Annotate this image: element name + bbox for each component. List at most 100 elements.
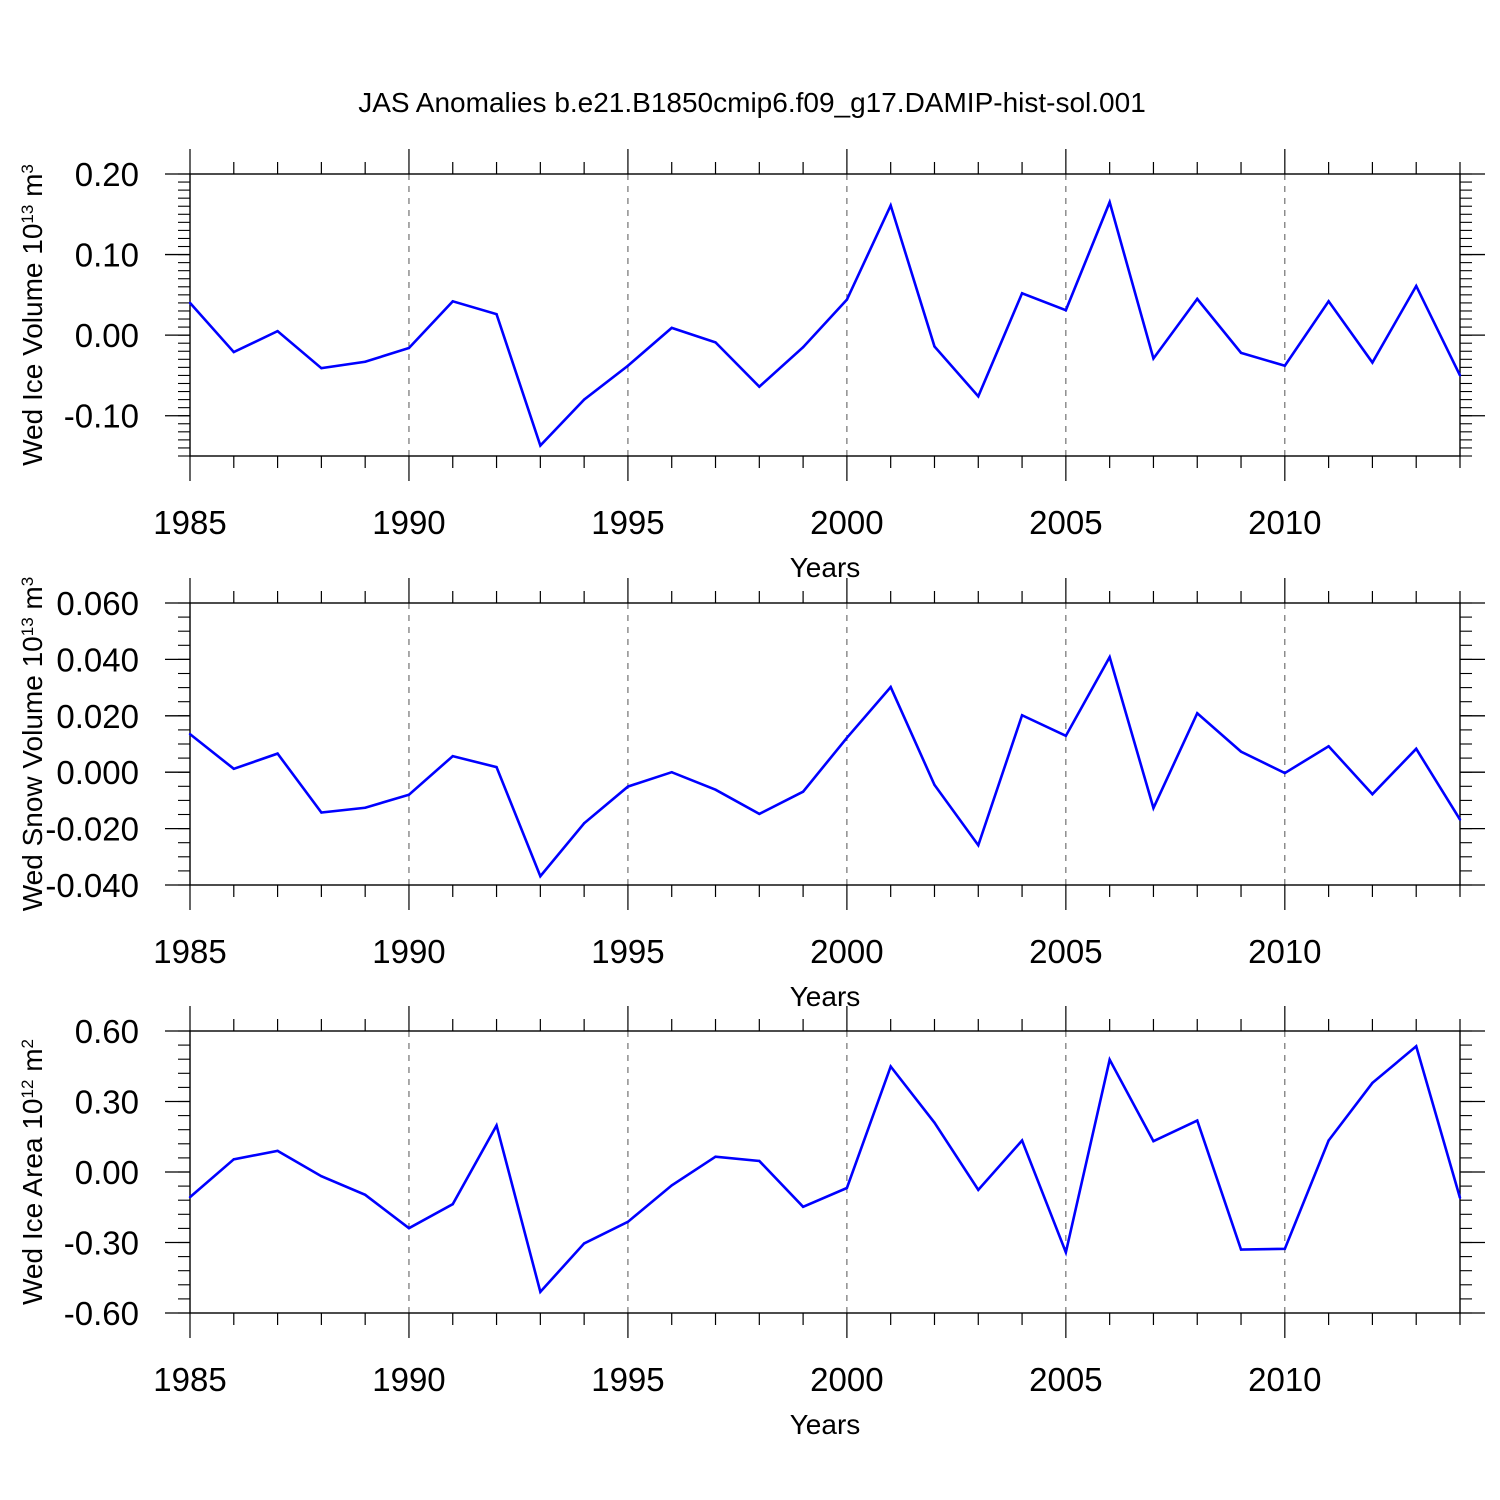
data-point [933, 345, 936, 348]
data-point [451, 300, 454, 303]
data-point [363, 360, 367, 363]
y-label-superscript: 13 [18, 617, 37, 636]
data-point [1196, 712, 1199, 715]
data-point [1020, 1139, 1024, 1142]
y-tick-label: 0.30 [75, 1084, 139, 1121]
data-point [320, 811, 323, 814]
data-point [1371, 361, 1374, 364]
data-point [495, 1124, 498, 1127]
data-point [801, 790, 805, 793]
panel-2: 0.060 0.040 0.020 0.000 -0.020 -0.040 1985 1990… [17, 577, 1485, 1012]
data-point [451, 1202, 454, 1206]
x-axis-label: Years [790, 552, 861, 583]
y-label-part: m [17, 174, 48, 205]
data-point [495, 312, 498, 316]
data-point [977, 1188, 980, 1192]
x-axis-label: Years [790, 981, 861, 1012]
y-label-part: Wed Snow Volume 10 [17, 636, 48, 911]
data-point [1152, 357, 1155, 360]
x-tick-label: 1990 [372, 1361, 445, 1398]
x-tick-label: 2005 [1029, 1361, 1102, 1398]
data-point [495, 765, 498, 769]
data-point [1239, 750, 1243, 753]
data-point [582, 398, 586, 401]
data-point [276, 752, 279, 755]
data-point [1415, 1045, 1418, 1048]
x-tick-label: 1990 [372, 933, 445, 970]
x-tick-label: 2000 [810, 1361, 883, 1398]
series-line [189, 1044, 1462, 1295]
panel-3: 0.60 0.30 0.00 -0.30 -0.60 1985 1990 1995 2000 20… [17, 1006, 1485, 1440]
x-tick-label: 2010 [1248, 1361, 1321, 1398]
y-label-superscript: 3 [18, 577, 37, 586]
data-point [320, 366, 323, 370]
x-tick-label: 1995 [591, 933, 664, 970]
data-point [1239, 1248, 1243, 1251]
data-point [1458, 1196, 1462, 1200]
y-label-part: m [17, 1048, 48, 1079]
data-point [363, 1193, 367, 1196]
data-point [582, 822, 586, 825]
y-tick-label: 0.00 [75, 317, 139, 354]
data-point [626, 364, 630, 367]
data-point [845, 1186, 849, 1190]
data-point [232, 350, 235, 354]
data-point [758, 385, 761, 388]
data-point [626, 1220, 630, 1224]
data-point [1108, 201, 1111, 204]
data-point [232, 767, 235, 771]
y-tick-label: -0.10 [64, 398, 139, 435]
x-tick-label: 1985 [153, 504, 226, 541]
data-point [539, 1290, 542, 1294]
y-tick-label: 0.020 [56, 698, 139, 735]
data-point [889, 685, 892, 689]
data-point [276, 329, 279, 333]
data-point [1371, 792, 1374, 796]
y-axis-label: Wed Ice Area 1012 m2 [17, 1039, 48, 1305]
y-tick-label: -0.60 [64, 1295, 139, 1332]
data-point [320, 1175, 323, 1178]
y-tick-label: 0.000 [56, 754, 139, 791]
x-tick-label: 2000 [810, 504, 883, 541]
plot-frame [189, 173, 1461, 457]
x-tick-label: 1985 [153, 933, 226, 970]
y-label-part: Wed Ice Area 10 [17, 1099, 48, 1306]
data-point [539, 444, 542, 447]
x-axis-label: Years [790, 1409, 861, 1440]
y-tick-label: 0.20 [75, 156, 139, 193]
data-point [407, 793, 411, 796]
data-point [1152, 806, 1155, 810]
data-point [1064, 734, 1068, 738]
y-axis-label: Wed Snow Volume 1013 m3 [17, 577, 48, 911]
y-tick-label: 0.10 [75, 237, 139, 274]
y-tick-label: -0.30 [64, 1225, 139, 1262]
data-point [758, 1159, 761, 1163]
data-point [977, 395, 980, 398]
y-tick-label: 0.00 [75, 1154, 139, 1191]
x-tick-label: 1995 [591, 504, 664, 541]
series-line [189, 198, 1462, 448]
data-point [670, 326, 673, 330]
data-point [845, 298, 849, 301]
x-tick-label: 1990 [372, 504, 445, 541]
data-point [451, 754, 454, 758]
data-point [1020, 714, 1024, 717]
y-label-superscript: 13 [18, 205, 37, 224]
data-point [626, 785, 630, 788]
data-point [1196, 1119, 1199, 1122]
data-point [1239, 351, 1243, 355]
data-point [1196, 297, 1199, 301]
data-point [1327, 300, 1330, 303]
data-point [670, 1184, 673, 1187]
panels: 0.20 0.10 0.00 -0.10 1985 1990 1995 2000 2005 201… [17, 149, 1485, 1440]
x-tick-label: 2010 [1248, 504, 1321, 541]
data-point [1327, 745, 1330, 748]
data-point [1458, 818, 1462, 821]
y-tick-label: -0.020 [45, 811, 139, 848]
data-point [1283, 364, 1287, 367]
data-point [1064, 308, 1068, 312]
data-point [845, 736, 849, 739]
y-label-superscript: 3 [18, 164, 37, 173]
y-label-part: m [17, 586, 48, 617]
